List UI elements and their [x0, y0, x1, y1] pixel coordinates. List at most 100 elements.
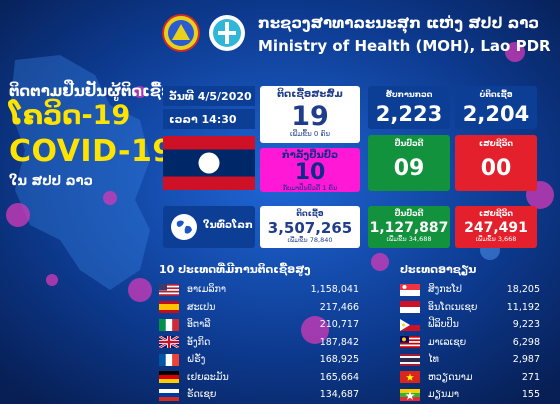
list-item: ອາເມລິກາ 1,158,041 — [159, 281, 359, 299]
country-cases: 2,987 — [512, 354, 540, 366]
world-deaths-label: ເສຍຊີວິດ — [478, 209, 514, 218]
title-subtitle-lao: ຕິດຕາມຢືນຢັນຜູ້ຕິດເຊື້ອ — [9, 82, 172, 100]
country-name: ເຢຍລະມັນ — [187, 371, 229, 383]
deaths-panel: ເສຍຊີວິດ 00 — [455, 135, 537, 191]
tested-value: 2,223 — [375, 102, 443, 126]
list-item: ສະເປນ 217,466 — [159, 299, 359, 317]
world-cases-value: 3,507,265 — [267, 219, 353, 237]
italy-flag-icon — [159, 318, 179, 331]
title-disease-lao: ໂຄວິດ-19 — [9, 100, 131, 131]
tested-label: ຮັບການກວດ — [385, 90, 433, 99]
country-name: ສະເປນ — [187, 301, 216, 313]
world-deaths-value: 247,491 — [464, 220, 528, 236]
country-cases: 217,466 — [319, 301, 359, 313]
list-item: ມາເລເຊຍ 6,298 — [400, 334, 540, 352]
world-recovered-note: ເພີ່ມຂຶ້ນ 34,688 — [386, 235, 432, 243]
deaths-value: 00 — [480, 156, 512, 181]
country-name: ອິຕາລີ — [187, 319, 211, 331]
world-cases-label: ຕິດເຊື້ອ — [296, 209, 324, 218]
uk-flag-icon — [159, 336, 179, 349]
country-name: ອັງກິດ — [187, 336, 211, 348]
country-name: ໄທ — [428, 354, 439, 366]
myanmar-flag-icon — [400, 388, 420, 401]
header-title-en: Ministry of Health (MOH), Lao PDR — [258, 37, 551, 55]
list-item: ເຢຍລະມັນ 165,664 — [159, 369, 359, 387]
russia-flag-icon — [159, 388, 179, 401]
country-cases: 155 — [521, 389, 540, 401]
list-item: ອິຕາລີ 210,717 — [159, 316, 359, 334]
title-location-lao: ໃນ ສປປ ລາວ — [9, 174, 93, 189]
france-flag-icon — [159, 353, 179, 366]
negative-panel: ບໍ່ຕິດເຊື້ອ 2,204 — [455, 86, 537, 129]
country-cases: 6,298 — [512, 336, 540, 348]
spain-flag-icon — [159, 301, 179, 314]
germany-flag-icon — [159, 371, 179, 384]
world-cases-panel: ຕິດເຊື້ອ 3,507,265 ເພີ່ມຂຶ້ນ 78,840 — [260, 206, 360, 248]
country-cases: 271 — [521, 371, 540, 383]
recovered-panel: ປິ່ນປົວດີ 09 — [368, 135, 450, 191]
list-item: ຝຣັ່ງ 168,925 — [159, 351, 359, 369]
country-cases: 11,192 — [506, 301, 540, 313]
cumulative-cases-value: 19 — [291, 101, 329, 132]
globe-icon — [171, 214, 197, 240]
world-cases-note: ເພີ່ມຂຶ້ນ 78,840 — [287, 236, 333, 244]
country-cases: 9,223 — [512, 319, 540, 331]
cumulative-cases-label: ຕິດເຊື້ອສະສົມ — [277, 89, 343, 100]
moh-logo-icon — [209, 15, 245, 51]
country-cases: 1,158,041 — [310, 284, 359, 296]
malaysia-flag-icon — [400, 336, 420, 349]
lao-emblem-icon — [162, 14, 200, 52]
asean-title: ປະເທດອາຊຽນ — [400, 263, 477, 276]
top10-list: ອາເມລິກາ 1,158,041 ສະເປນ 217,466 ອິຕາລີ … — [159, 281, 359, 404]
recovered-label: ປິ່ນປົວດີ — [394, 139, 424, 148]
deaths-label: ເສຍຊີວິດ — [478, 139, 514, 148]
list-item: ອັງກິດ 187,842 — [159, 334, 359, 352]
indonesia-flag-icon — [400, 301, 420, 314]
country-name: ຝຣັ່ງ — [187, 354, 206, 366]
usa-flag-icon — [159, 283, 179, 296]
world-recovered-label: ປິ່ນປົວດີ — [394, 209, 424, 218]
list-item: ໄທ 2,987 — [400, 351, 540, 369]
country-cases: 165,664 — [319, 371, 359, 383]
laos-flag-icon — [163, 136, 255, 190]
report-date: ວັນທີ 4/5/2020 — [163, 86, 255, 106]
country-cases: 187,842 — [319, 336, 359, 348]
negative-label: ບໍ່ຕິດເຊື້ອ — [479, 90, 513, 99]
list-item: ຫວຽດນາມ 271 — [400, 369, 540, 387]
vietnam-flag-icon — [400, 371, 420, 384]
world-panel: ໃນທົ່ວໂລກ — [163, 206, 255, 248]
country-name: ຣັດເຊຍ — [187, 389, 217, 401]
cumulative-cases-panel: ຕິດເຊື້ອສະສົມ 19 ເພີ່ມຂຶ້ນ 0 ຄົນ — [260, 86, 360, 143]
treating-note: ກັບມາປິ່ນປົວດີ 1 ຄົນ — [282, 184, 338, 192]
country-name: ສິງກະໂປ — [428, 284, 462, 296]
list-item: ຟີລິບປິນ 9,223 — [400, 316, 540, 334]
cumulative-cases-note: ເພີ່ມຂຶ້ນ 0 ຄົນ — [289, 130, 331, 138]
country-cases: 18,205 — [506, 284, 540, 296]
philippines-flag-icon — [400, 318, 420, 331]
treating-value: 10 — [294, 160, 326, 185]
treating-panel: ກຳລັງປິ່ນປົວ 10 ກັບມາປິ່ນປົວດີ 1 ຄົນ — [260, 148, 360, 192]
world-recovered-panel: ປິ່ນປົວດີ 1,127,887 ເພີ່ມຂຶ້ນ 34,688 — [368, 206, 450, 248]
list-item: ຣັດເຊຍ 134,687 — [159, 386, 359, 404]
report-time: ເວລາ 14:30 — [163, 109, 255, 129]
world-deaths-note: ເພີ່ມຂຶ້ນ 3,668 — [475, 235, 517, 243]
country-name: ຟີລິບປິນ — [428, 319, 459, 331]
country-cases: 134,687 — [319, 389, 359, 401]
country-name: ມາເລເຊຍ — [428, 336, 467, 348]
country-cases: 210,717 — [319, 319, 359, 331]
negative-value: 2,204 — [462, 102, 530, 126]
country-name: ອິນໂດເນເຊຍ — [428, 301, 478, 313]
tested-panel: ຮັບການກວດ 2,223 — [368, 86, 450, 129]
country-name: ຫວຽດນາມ — [428, 371, 473, 383]
asean-list: ສິງກະໂປ 18,205 ອິນໂດເນເຊຍ 11,192 ຟີລິບປິ… — [400, 281, 540, 404]
header-title-lao: ກະຊວງສາທາລະນະສຸກ ແຫ່ງ ສປປ ລາວ — [258, 14, 540, 32]
singapore-flag-icon — [400, 283, 420, 296]
list-item: ມຽນມາ 155 — [400, 386, 540, 404]
title-disease-en: COVID-19 — [9, 134, 174, 169]
country-name: ມຽນມາ — [428, 389, 460, 401]
list-item: ອິນໂດເນເຊຍ 11,192 — [400, 299, 540, 317]
thailand-flag-icon — [400, 353, 420, 366]
top10-title: 10 ປະເທດທີ່ມີການຕິດເຊື້ອສູງ — [159, 263, 311, 276]
country-name: ອາເມລິກາ — [187, 284, 227, 296]
world-label: ໃນທົ່ວໂລກ — [203, 220, 253, 231]
